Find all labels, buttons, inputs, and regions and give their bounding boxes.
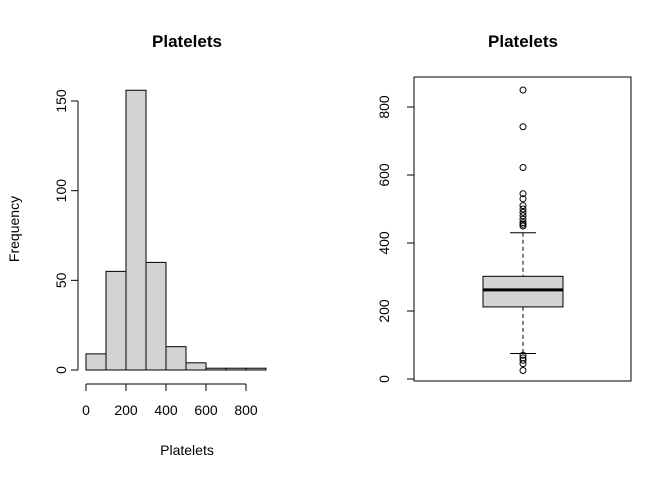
boxplot-outlier-point (519, 205, 527, 213)
boxplot-y-axis: 0 200 400 600 800 (376, 95, 415, 383)
histogram-bar (225, 367, 247, 371)
histogram-x-tick-label: 600 (194, 402, 218, 418)
histogram-x-tick-label: 400 (154, 402, 178, 418)
histogram-title: Platelets (152, 32, 222, 51)
histogram-y-tick-label: 150 (53, 89, 69, 113)
histogram-panel: Platelets Platelets Frequency 0 200 400 600… (6, 32, 267, 458)
histogram-bars (85, 89, 267, 371)
histogram-bar (185, 362, 207, 371)
boxplot-body (482, 232, 564, 354)
histogram-bar (205, 367, 227, 371)
boxplot-outlier-point (519, 219, 527, 227)
boxplot-outlier-point (519, 208, 527, 216)
boxplot-outlier-point (519, 202, 527, 210)
boxplot-y-tick-label: 600 (376, 163, 392, 187)
boxplot-outliers (519, 86, 527, 374)
histogram-y-axis: 0 50 100 150 (53, 89, 79, 374)
histogram-bar (145, 261, 167, 371)
histogram-bar (245, 367, 267, 371)
histogram-bar (125, 89, 147, 371)
boxplot-title: Platelets (488, 32, 558, 51)
histogram-x-tick-label: 0 (82, 402, 90, 418)
boxplot-outlier-point (519, 367, 527, 374)
histogram-y-tick-label: 50 (53, 272, 69, 288)
boxplot-panel: Platelets 0 200 400 600 800 (376, 32, 632, 383)
histogram-y-tick-label: 0 (53, 366, 69, 374)
histogram-y-tick-label: 100 (53, 179, 69, 203)
histogram-x-tick-label: 200 (114, 402, 138, 418)
boxplot-outlier-point (519, 351, 527, 359)
boxplot-outlier-point (519, 354, 527, 362)
boxplot-outlier-point (519, 123, 527, 131)
boxplot-outlier-point (519, 215, 527, 223)
histogram-x-axis: 0 200 400 600 800 (82, 383, 258, 418)
boxplot-box (482, 275, 564, 308)
boxplot-outlier-point (519, 356, 527, 364)
histogram-bar (85, 353, 107, 371)
boxplot-y-tick-label: 400 (376, 231, 392, 255)
boxplot-y-tick-label: 200 (376, 299, 392, 323)
boxplot-outlier-point (519, 212, 527, 220)
boxplot-outlier-point (519, 190, 527, 198)
histogram-x-axis-label: Platelets (160, 442, 214, 458)
histogram-bar (165, 346, 187, 371)
histogram-y-axis-label: Frequency (6, 196, 22, 262)
histogram-x-tick-label: 800 (234, 402, 258, 418)
boxplot-outlier-point (519, 86, 527, 94)
histogram-bar (105, 270, 127, 371)
boxplot-y-tick-label: 800 (376, 95, 392, 119)
boxplot-outlier-point (519, 195, 527, 203)
boxplot-y-tick-label: 0 (376, 375, 392, 383)
boxplot-outlier-point (519, 164, 527, 172)
